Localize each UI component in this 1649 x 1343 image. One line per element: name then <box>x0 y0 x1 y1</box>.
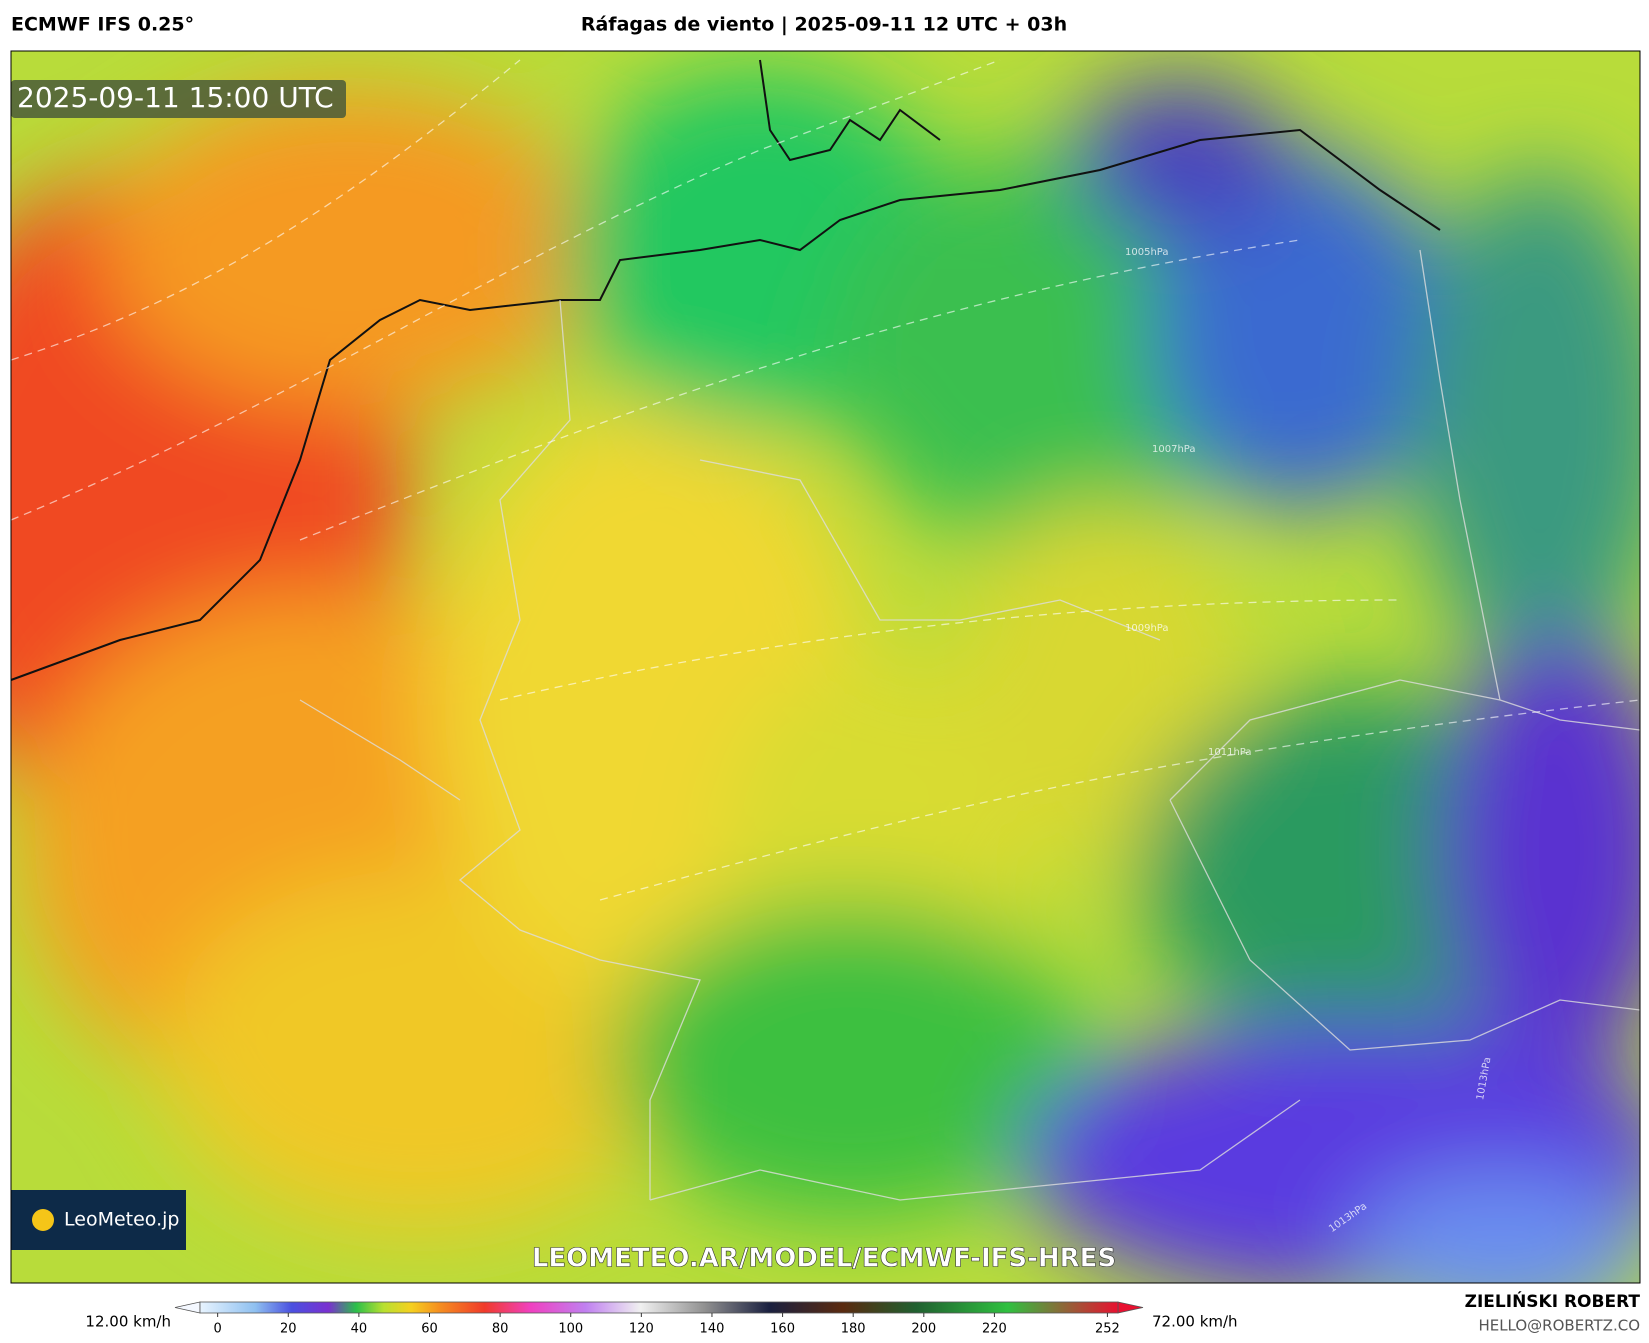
colorbar-low-extension <box>174 1301 201 1314</box>
wind-field <box>11 70 1640 1283</box>
logo-text: LeoMeteo.jp <box>64 1209 179 1231</box>
credit-name: ZIELIŃSKI ROBERT <box>1465 1290 1641 1312</box>
colorbar-tick-label: 60 <box>421 1322 438 1337</box>
colorbar-tick-label: 200 <box>911 1322 936 1337</box>
map-title: Ráfagas de viento | 2025-09-11 12 UTC + … <box>581 14 1067 36</box>
colorbar-body <box>199 1301 1119 1314</box>
colorbar-tick-label: 160 <box>770 1322 795 1337</box>
colorbar-tick-label: 140 <box>700 1322 725 1337</box>
isobar-label: 1007hPa <box>1152 444 1196 455</box>
colorbar-tick-label: 20 <box>280 1322 297 1337</box>
colorbar-max-label: 72.00 km/h <box>1152 1313 1238 1331</box>
isobar-label: 1009hPa <box>1125 623 1169 634</box>
colorbar-tick-label: 0 <box>214 1322 222 1337</box>
colorbar-tick-label: 180 <box>841 1322 866 1337</box>
colorbar-tick-label: 40 <box>351 1322 368 1337</box>
colorbar-tick-label: 100 <box>558 1322 583 1337</box>
colorbar-tick-label: 120 <box>629 1322 654 1337</box>
colorbar: 0 20 40 60 80 100 120 140 160 180 200 220 252 <box>174 1301 1144 1337</box>
borders <box>299 249 1640 1201</box>
colorbar-min-label: 12.00 km/h <box>85 1313 171 1331</box>
map-frame <box>10 50 1641 1284</box>
model-label: ECMWF IFS 0.25° <box>11 14 194 36</box>
credit-email: HELLO@ROBERTZ.CO <box>1478 1317 1640 1335</box>
map: 1005hPa 1007hPa 1009hPa 1011hPa 1013hPa … <box>11 51 1640 1283</box>
coastline <box>11 59 1441 681</box>
colorbar-tick-label: 220 <box>982 1322 1007 1337</box>
isobar-label: 1005hPa <box>1125 247 1169 258</box>
colorbar-tick-label: 80 <box>492 1322 509 1337</box>
colorbar-high-extension <box>1117 1301 1144 1314</box>
isobar-label: 1011hPa <box>1208 747 1252 758</box>
logo-sun <box>32 1209 54 1231</box>
timestamp: 2025-09-11 15:00 UTC <box>17 81 334 114</box>
timestamp-box <box>11 80 346 118</box>
colorbar-tick-label: 252 <box>1095 1322 1120 1337</box>
watermark: LEOMETEO.AR/MODEL/ECMWF-IFS-HRES <box>532 1244 1116 1274</box>
isobars <box>11 59 1640 901</box>
